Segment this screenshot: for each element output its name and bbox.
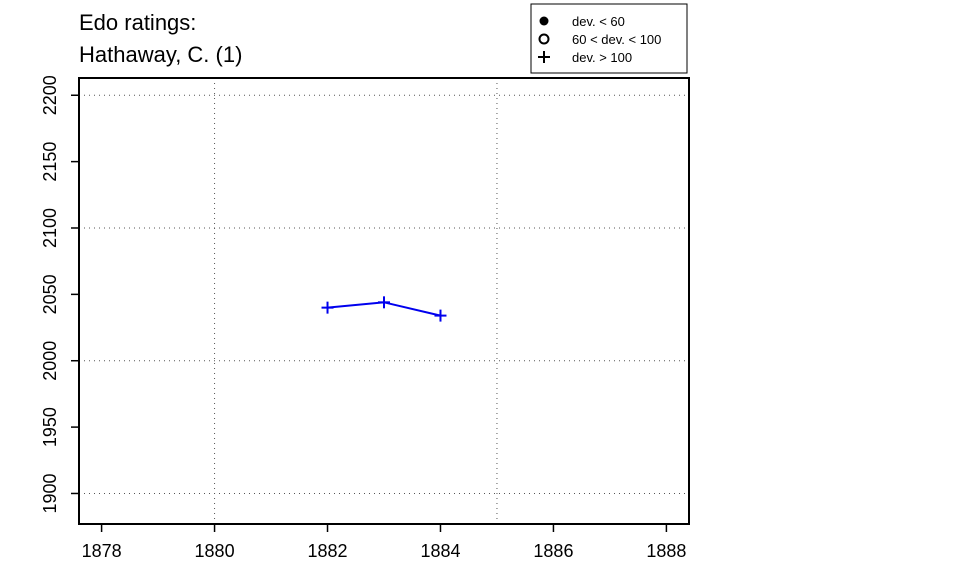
y-tick-label: 1950 bbox=[40, 407, 60, 447]
y-tick-label: 2150 bbox=[40, 142, 60, 182]
axes: 1878 1880 1882 1884 1886 1888 1900 1950 2000 2050… bbox=[40, 75, 686, 561]
grid-lines bbox=[79, 78, 689, 524]
title-line-1: Edo ratings: bbox=[79, 10, 196, 35]
legend-plus-marker bbox=[538, 51, 550, 63]
x-tick-label: 1888 bbox=[646, 541, 686, 561]
chart-title: Edo ratings: Hathaway, C. (1) bbox=[79, 10, 242, 67]
y-tick-label: 2000 bbox=[40, 341, 60, 381]
title-line-2: Hathaway, C. (1) bbox=[79, 42, 242, 67]
data-point-1884 bbox=[434, 309, 447, 322]
y-tick-label: 2100 bbox=[40, 208, 60, 248]
data-point-1883 bbox=[378, 296, 390, 309]
data-point-1882 bbox=[321, 301, 334, 314]
plot-frame bbox=[78, 77, 690, 525]
y-tick-label: 1900 bbox=[40, 473, 60, 513]
x-tick-label: 1878 bbox=[82, 541, 122, 561]
legend-label-high-dev: dev. > 100 bbox=[572, 50, 632, 65]
x-tick-label: 1884 bbox=[420, 541, 460, 561]
rating-series bbox=[321, 296, 447, 322]
x-tick-label: 1882 bbox=[307, 541, 347, 561]
legend-box bbox=[530, 3, 688, 74]
legend-label-mid-dev: 60 < dev. < 100 bbox=[572, 32, 661, 47]
y-tick-label: 2200 bbox=[40, 75, 60, 115]
legend-open-circle-marker bbox=[538, 33, 550, 45]
legend: dev. < 60 60 < dev. < 100 dev. > 100 bbox=[530, 3, 688, 74]
x-tick-label: 1886 bbox=[533, 541, 573, 561]
legend-filled-circle-marker bbox=[539, 16, 549, 26]
y-tick-label: 2050 bbox=[40, 274, 60, 314]
x-tick-label: 1880 bbox=[195, 541, 235, 561]
legend-label-low-dev: dev. < 60 bbox=[572, 14, 625, 29]
